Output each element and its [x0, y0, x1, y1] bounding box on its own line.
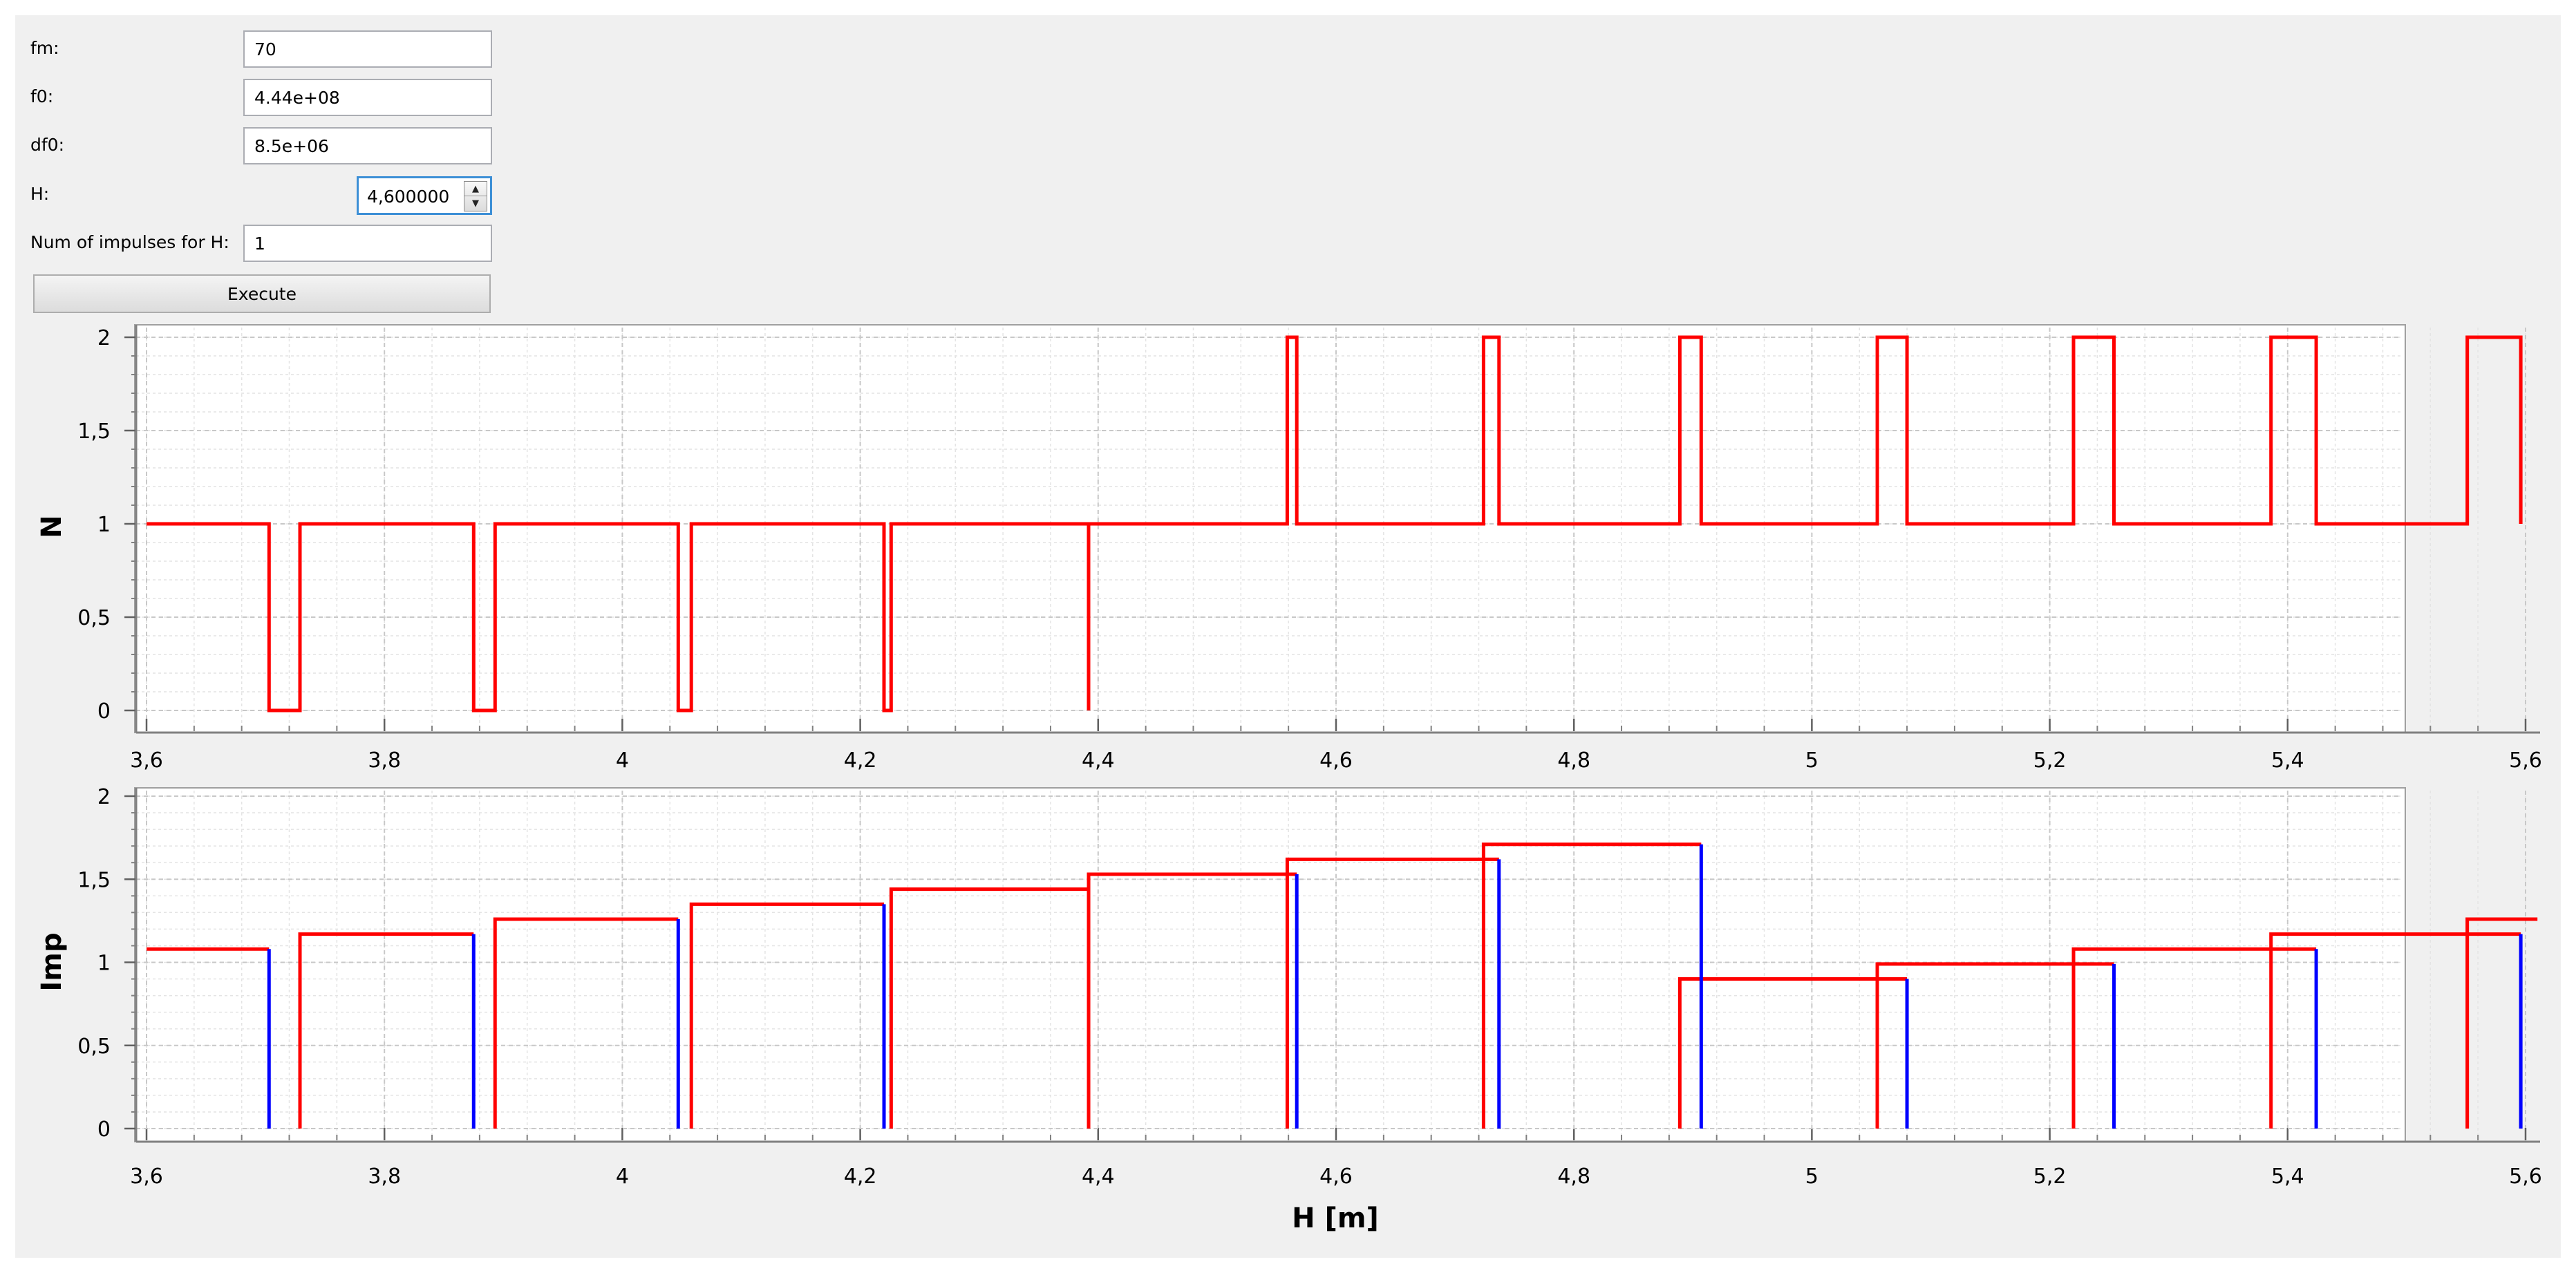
chart-panel-0: 3,6 3,8 4 4,2 4,4 4,6 4,8 5 5,2 5,4 5,6 0 0,5 1 1,5 2 — [77, 324, 2542, 773]
imp-red-step — [1677, 977, 1908, 1129]
h-spinbox-buttons: ▲ ▼ — [464, 181, 487, 211]
fm-input[interactable] — [243, 30, 492, 68]
y-tick-label: 1,5 — [77, 419, 111, 444]
x-tick-label: 5,6 — [2509, 748, 2542, 773]
x-tick-label: 4,6 — [1319, 1164, 1353, 1189]
imp-red-step — [1875, 962, 2114, 1129]
h-spinbox[interactable]: 4,600000 ▲ ▼ — [357, 176, 492, 215]
y-tick-label: 2 — [97, 326, 111, 350]
x-tick-label: 4 — [616, 748, 629, 773]
x-tick-label: 4,8 — [1557, 748, 1590, 773]
execute-button[interactable]: Execute — [33, 274, 491, 313]
spin-down-icon[interactable]: ▼ — [472, 198, 479, 209]
x-tick-label: 3,6 — [130, 748, 163, 773]
f0-label: f0: — [30, 86, 54, 106]
y-tick-label: 1 — [97, 513, 111, 537]
fm-label: fm: — [30, 38, 59, 58]
x-tick-label: 5 — [1805, 748, 1818, 773]
x-tick-label: 4,4 — [1082, 748, 1115, 773]
n-series-line — [147, 335, 2523, 713]
imp-red-step — [1285, 857, 1499, 1129]
y-tick-label: 0 — [97, 1118, 111, 1142]
df0-input[interactable] — [243, 127, 492, 164]
x-tick-label: 4,8 — [1557, 1164, 1590, 1189]
x-tick-label: 3,8 — [368, 1164, 401, 1189]
y-tick-label: 0 — [97, 699, 111, 724]
y-tick-label: 1,5 — [77, 868, 111, 892]
imp-red-step — [889, 887, 1089, 1129]
x-tick-label: 4,6 — [1319, 748, 1353, 773]
spin-up-icon[interactable]: ▲ — [464, 182, 487, 196]
num-impulses-input[interactable] — [243, 225, 492, 262]
x-tick-label: 5,2 — [2033, 748, 2067, 773]
x-tick-label: 5,2 — [2033, 1164, 2067, 1189]
imp-red-step — [689, 902, 885, 1129]
imp-red-step — [1087, 872, 1297, 1129]
num-impulses-label: Num of impulses for H: — [30, 232, 229, 252]
imp-red-step — [298, 932, 474, 1129]
x-tick-label: 4,4 — [1082, 1164, 1115, 1189]
df0-label: df0: — [30, 135, 64, 155]
h-axis-title: H [m] — [1292, 1203, 1379, 1234]
h-spinbox-value[interactable]: 4,600000 — [367, 187, 450, 207]
n-axis-title: N — [36, 515, 68, 538]
imp-axis-title: Imp — [36, 932, 68, 991]
imp-red-step — [493, 917, 679, 1129]
x-tick-label: 3,8 — [368, 748, 401, 773]
imp-red-step — [2071, 947, 2317, 1129]
y-tick-label: 0,5 — [77, 606, 111, 630]
x-tick-label: 5,4 — [2271, 748, 2304, 773]
x-tick-label: 5 — [1805, 1164, 1818, 1189]
imp-red-step — [2465, 917, 2538, 1129]
x-tick-label: 5,6 — [2509, 1164, 2542, 1189]
y-tick-label: 2 — [97, 785, 111, 809]
x-tick-label: 4,2 — [844, 748, 877, 773]
f0-input[interactable] — [243, 79, 492, 116]
imp-red-step — [2269, 932, 2521, 1129]
x-tick-label: 4,2 — [844, 1164, 877, 1189]
y-tick-label: 0,5 — [77, 1035, 111, 1059]
x-tick-label: 3,6 — [130, 1164, 163, 1189]
y-tick-label: 1 — [97, 952, 111, 976]
h-label: H: — [30, 184, 50, 204]
x-tick-label: 4 — [616, 1164, 629, 1189]
imp-red-step — [1481, 842, 1702, 1129]
x-tick-label: 5,4 — [2271, 1164, 2304, 1189]
chart-panel-1: 3,6 3,8 4 4,2 4,4 4,6 4,8 5 5,2 5,4 5,6 0 0,5 1 1,5 2 — [77, 785, 2542, 1189]
